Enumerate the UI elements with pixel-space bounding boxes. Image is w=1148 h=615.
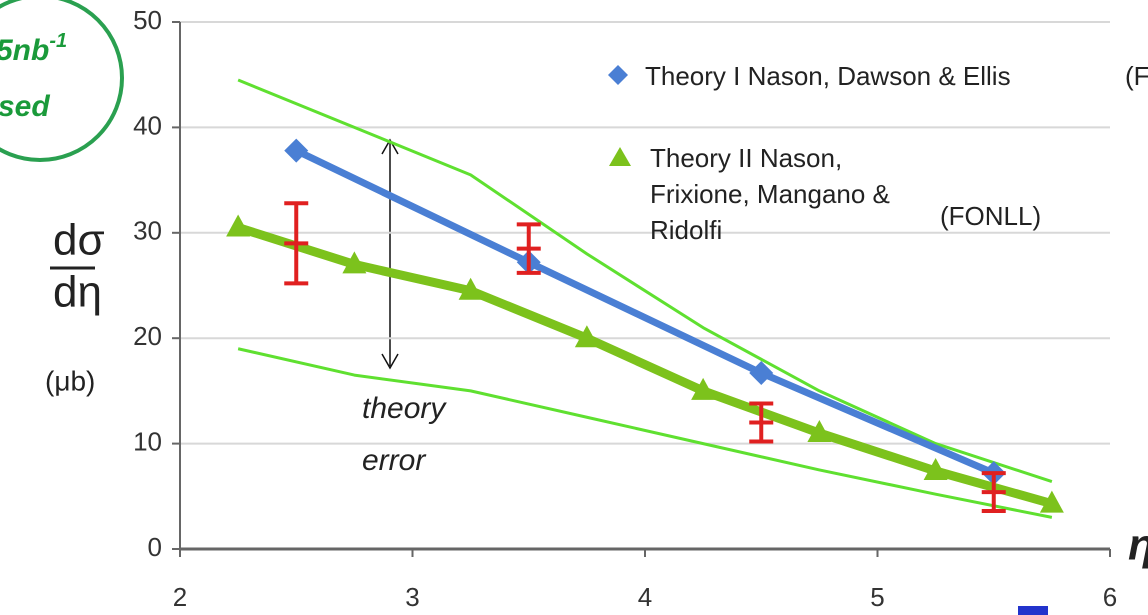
y-tick-label: 10 (133, 426, 162, 456)
marker (923, 458, 948, 481)
ylabel-num: dσ (53, 216, 105, 265)
y-tick-label: 0 (148, 532, 162, 562)
x-tick-label: 6 (1103, 582, 1117, 612)
annotation: error (362, 444, 426, 477)
legend-suffix: (FONLL) (940, 201, 1041, 231)
x-tick-label: 4 (638, 582, 652, 612)
marker (284, 138, 309, 163)
lumi-label: 5nb-1 (0, 30, 67, 67)
band-lower (237, 347, 1053, 519)
marker (691, 377, 716, 400)
y-tick-label: 20 (133, 321, 162, 351)
annotation: theory (362, 392, 447, 425)
legend-label: Theory II Nason, Frixione, Mangano & Rid… (650, 143, 890, 245)
legend-suffix: (F (1125, 61, 1148, 91)
y-tick-label: 50 (133, 5, 162, 35)
y-tick-label: 40 (133, 110, 162, 140)
error-bar (284, 201, 309, 286)
x-tick-label: 3 (405, 582, 419, 612)
error-bar (981, 471, 1006, 514)
lumi: 5nb (0, 34, 49, 67)
x-axis-symbol: η (1128, 521, 1148, 570)
error-bar (516, 222, 541, 275)
marker (807, 420, 832, 443)
x-tick-label: 2 (173, 582, 187, 612)
lumi-exp: -1 (49, 30, 67, 52)
x-tick-label: 5 (870, 582, 884, 612)
series-line (294, 147, 996, 477)
series-line (236, 223, 1054, 509)
band-upper (237, 78, 1053, 483)
marker (342, 251, 367, 274)
arrow-heads (381, 138, 399, 370)
used-label: sed (0, 90, 50, 123)
marker (226, 214, 251, 237)
marker (574, 325, 599, 348)
ylabel-unit: (μb) (45, 365, 95, 396)
badge-circle (0, 0, 124, 162)
decoration (1018, 606, 1048, 615)
marker (749, 360, 774, 385)
legend-marker (609, 147, 631, 166)
ylabel-den: dη (53, 268, 102, 317)
y-tick-label: 30 (133, 216, 162, 246)
marker (458, 277, 483, 300)
legend-marker (608, 65, 628, 85)
legend-label: Theory I Nason, Dawson & Ellis (645, 61, 1011, 91)
error-bar (749, 401, 774, 444)
marker (1039, 490, 1064, 513)
